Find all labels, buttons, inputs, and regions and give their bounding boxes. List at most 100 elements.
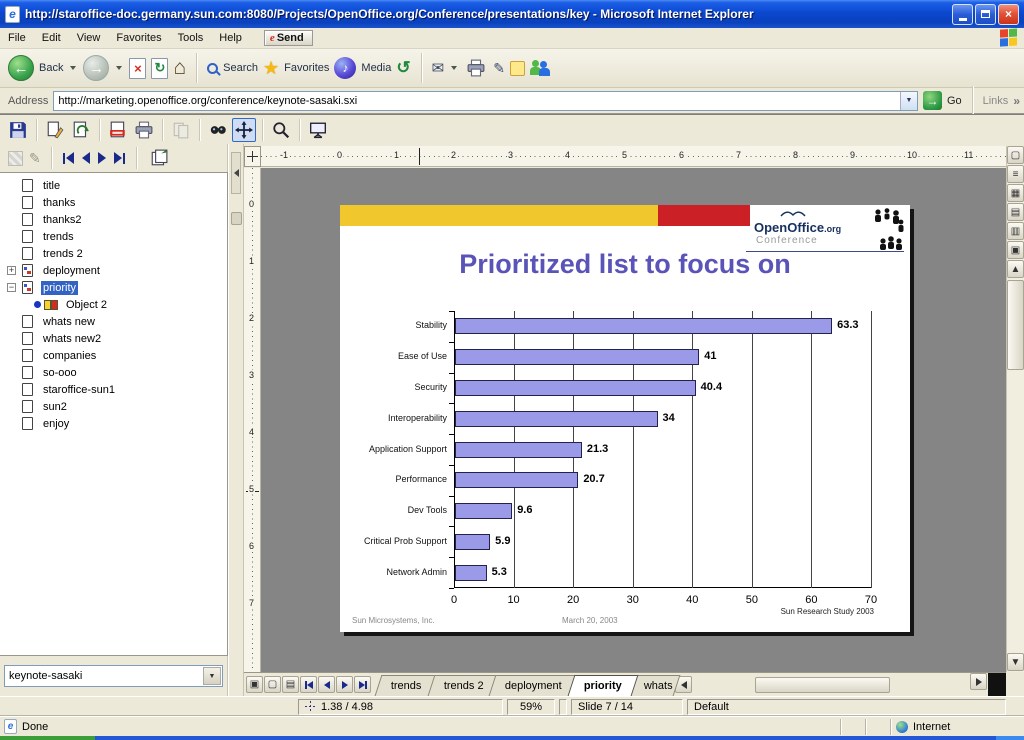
tree-item-deployment[interactable]: + deployment [0,262,227,279]
expander-icon[interactable]: + [7,265,16,275]
tree-item-thanks[interactable]: thanks [0,194,227,211]
pan-button[interactable] [232,117,256,142]
drawing-view-button[interactable]: ▢ [1007,146,1024,164]
menu-edit[interactable]: Edit [41,32,61,44]
print-file-button[interactable] [132,118,156,142]
mail-dropdown-icon[interactable] [451,66,458,70]
last-slide-tab-button[interactable] [354,676,371,693]
go-label[interactable]: Go [946,94,962,107]
close-button[interactable]: × [998,3,1019,25]
export-pdf-button[interactable] [106,118,130,142]
outline-view-button[interactable]: ≡ [1007,165,1024,183]
edit-file-button[interactable] [43,118,67,142]
notes-view-button[interactable]: ▤ [1007,203,1024,221]
favorites-label[interactable]: Favorites [284,62,330,74]
tabs-scroll-right-button[interactable] [970,673,987,690]
toolbar-handle-icon[interactable] [231,212,242,225]
menu-tools[interactable]: Tools [177,32,204,44]
zoom-button[interactable] [269,118,293,142]
slideshow-button[interactable]: ▣ [1007,241,1024,259]
tab-priority[interactable]: priority [567,675,639,696]
page-mode-button[interactable]: ▢ [264,676,281,693]
menu-help[interactable]: Help [219,32,242,44]
collapse-panel-button[interactable] [231,152,241,194]
fit-page-mode-button[interactable]: ▤ [282,676,299,693]
links-chevron-icon[interactable]: » [1013,93,1020,108]
horizontal-scroll-thumb[interactable] [755,677,890,693]
forward-dropdown-icon[interactable] [116,66,123,70]
tree-item-thanks2[interactable]: thanks2 [0,211,227,228]
scroll-up-button[interactable]: ▲ [1007,260,1024,278]
tree-item-enjoy[interactable]: enjoy [0,415,227,432]
last-slide-button[interactable] [113,151,126,165]
media-icon[interactable]: ♪ [334,57,357,79]
horizontal-ruler[interactable]: -1 0 1 2 3 4 5 6 7 8 9 10 11 [261,146,1008,167]
home-button[interactable]: ⌂ [173,57,186,78]
stop-button[interactable]: × [129,57,147,79]
reload-file-button[interactable] [69,118,93,142]
tree-item-trends-2[interactable]: trends 2 [0,245,227,262]
go-button[interactable]: → [922,91,942,110]
address-dropdown-button[interactable]: ▼ [899,91,917,110]
menu-favorites[interactable]: Favorites [116,32,162,44]
vertical-scroll-thumb[interactable] [1007,280,1024,370]
search-icon[interactable] [207,62,219,74]
tree-item-title[interactable]: title [0,177,227,194]
find-button[interactable] [206,118,230,142]
slideshow-button[interactable] [306,118,330,142]
tree-item-whats-new2[interactable]: whats new2 [0,330,227,347]
previous-slide-button[interactable] [81,151,91,165]
vertical-scrollbar[interactable]: ▢ ≡ ▦ ▤ ▥ ▣ ▲ ▼ [1006,146,1024,672]
panel-splitter[interactable] [228,144,244,696]
first-slide-tab-button[interactable] [300,676,317,693]
history-icon[interactable]: ↺ [396,58,411,77]
background-tool-icon[interactable] [8,150,23,166]
media-label[interactable]: Media [361,62,392,74]
tree-item-companies[interactable]: companies [0,347,227,364]
minimize-button[interactable] [952,3,973,25]
expander-icon[interactable]: − [7,282,16,292]
search-label[interactable]: Search [223,62,259,74]
tab-deployment[interactable]: deployment [488,675,579,696]
zoom-level-field[interactable]: 59% [507,698,555,715]
discuss-icon[interactable] [509,60,525,76]
next-slide-tab-button[interactable] [336,676,353,693]
tree-item-sun2[interactable]: sun2 [0,398,227,415]
zoom-page-mode-button[interactable]: ▣ [246,676,263,693]
document-canvas[interactable]: OpenOffice.org Conference Prioritized li… [261,168,1006,672]
slide-priority[interactable]: OpenOffice.org Conference Prioritized li… [340,205,910,632]
tree-item-priority[interactable]: − priority [0,279,227,296]
back-label[interactable]: Back [39,62,64,74]
restore-button[interactable] [975,3,996,25]
page-style-field[interactable]: Default [687,698,1006,715]
favorites-icon[interactable]: ★ [263,57,280,78]
document-select[interactable]: keynote-sasaki ▼ [4,665,223,687]
slides-view-button[interactable]: ▦ [1007,184,1024,202]
send-button[interactable]: e Send [263,30,313,46]
back-button[interactable]: ← [8,55,34,81]
print-button[interactable] [464,56,488,80]
tree-item-staroffice-sun1[interactable]: staroffice-sun1 [0,381,227,398]
combo-dropdown-button[interactable]: ▼ [203,667,221,685]
first-slide-button[interactable] [62,151,75,165]
tree-item-object-2[interactable]: Object 2 [0,296,227,313]
messenger-icon[interactable] [529,59,550,77]
previous-slide-tab-button[interactable] [318,676,335,693]
next-slide-button[interactable] [97,151,107,165]
tree-item-so-ooo[interactable]: so-ooo [0,364,227,381]
address-input[interactable]: http://marketing.openoffice.org/conferen… [53,90,918,111]
back-dropdown-icon[interactable] [70,66,77,70]
forward-button[interactable]: → [83,55,110,81]
tree-item-trends[interactable]: trends [0,228,227,245]
save-button[interactable] [6,118,30,142]
vertical-ruler[interactable]: 0 1 2 3 4 5 6 7 [244,168,261,672]
links-label[interactable]: Links [982,94,1009,107]
copy-button[interactable] [169,118,193,142]
menu-view[interactable]: View [76,32,101,44]
tree-item-whats-new[interactable]: whats new [0,313,227,330]
refresh-button[interactable]: ↻ [151,57,169,79]
mail-icon[interactable]: ✉ [431,60,445,77]
menu-file[interactable]: File [8,32,26,44]
scroll-down-button[interactable]: ▼ [1007,653,1024,671]
handout-view-button[interactable]: ▥ [1007,222,1024,240]
